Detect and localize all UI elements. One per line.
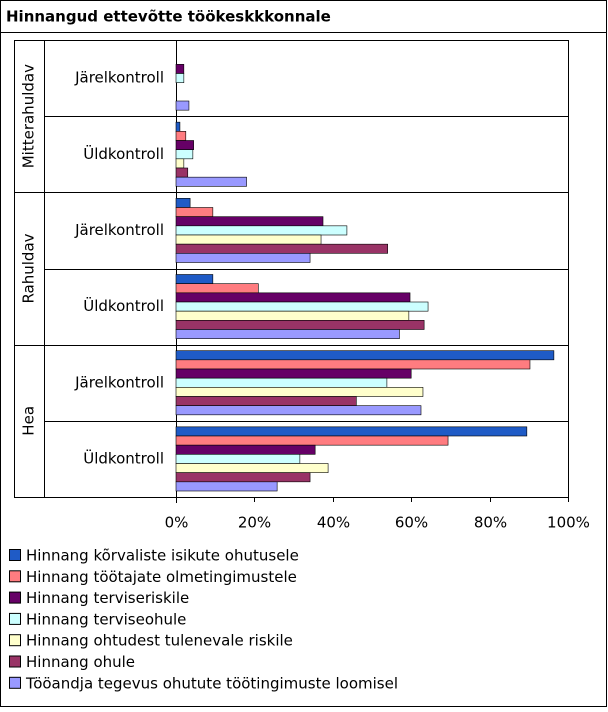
- x-tick-label: 60%: [395, 514, 428, 532]
- legend-label: Hinnang ohtudest tulenevale riskile: [26, 632, 293, 650]
- legend-swatch: [9, 655, 21, 668]
- bar: [175, 274, 214, 284]
- bar: [175, 149, 194, 160]
- bar: [175, 426, 528, 437]
- bar: [175, 359, 531, 370]
- bar: [175, 481, 278, 492]
- x-tick-label: 20%: [238, 514, 271, 532]
- legend-label: Hinnang kõrvaliste isikute ohutusele: [26, 547, 299, 565]
- bar: [175, 64, 185, 74]
- bar: [175, 301, 429, 312]
- legend-swatch: [9, 570, 21, 583]
- bar: [175, 234, 322, 245]
- bar: [175, 435, 449, 446]
- category-label: Järelkontroll: [74, 69, 164, 87]
- plot-frame: [14, 40, 569, 498]
- bar: [175, 121, 181, 132]
- bar: [175, 225, 348, 236]
- bar: [175, 320, 425, 330]
- legend-label: Hinnang terviseohule: [26, 610, 186, 628]
- legend-swatch: [9, 591, 21, 604]
- bar: [175, 131, 187, 141]
- bar: [175, 100, 190, 111]
- category-label: Üldkontroll: [83, 144, 164, 163]
- bar: [175, 377, 388, 388]
- legend-label: Tööandja tegevus ohutute töötingimuste l…: [25, 674, 398, 692]
- category-label: Järelkontroll: [74, 373, 164, 391]
- bar: [175, 167, 189, 178]
- bar: [175, 253, 311, 263]
- bar: [175, 283, 259, 294]
- legend-label: Hinnang ohule: [26, 653, 135, 671]
- bar: [175, 396, 357, 406]
- group-label: Hea: [20, 406, 38, 436]
- legend-swatch: [9, 676, 21, 689]
- bar: [175, 368, 412, 379]
- legend-swatch: [9, 612, 21, 625]
- bar: [175, 198, 191, 208]
- legend-label: Hinnang terviseriskile: [26, 589, 189, 607]
- x-tick-label: 40%: [317, 514, 350, 532]
- bar: [175, 73, 185, 83]
- x-tick-label: 0%: [165, 514, 189, 532]
- bar: [175, 158, 185, 169]
- category-label: Üldkontroll: [83, 296, 164, 315]
- group-label: Mitterahuldav: [20, 64, 38, 168]
- legend-swatch: [9, 549, 21, 561]
- bar: [175, 216, 324, 227]
- group-label: Rahuldav: [20, 233, 38, 303]
- legend-swatch: [9, 634, 21, 647]
- bar: [175, 444, 316, 455]
- bar: [175, 387, 424, 397]
- bar: [175, 329, 400, 339]
- bar: [175, 310, 410, 321]
- x-tick-label: 100%: [547, 514, 590, 532]
- category-label: Järelkontroll: [74, 221, 164, 239]
- bar: [175, 243, 388, 254]
- bar: [175, 140, 194, 150]
- bar: [175, 350, 555, 361]
- legend-label: Hinnang töötajate olmetingimustele: [26, 568, 297, 586]
- bar: [175, 292, 411, 303]
- bar: [175, 472, 311, 483]
- bar: [175, 454, 301, 464]
- x-tick-label: 80%: [474, 514, 507, 532]
- chart-title: Hinnangud ettevõtte töökeskkkonnale: [6, 8, 331, 26]
- bar: [175, 207, 214, 217]
- bar: [175, 463, 329, 473]
- bar: [175, 176, 247, 187]
- category-label: Üldkontroll: [83, 448, 164, 467]
- bar: [175, 405, 422, 416]
